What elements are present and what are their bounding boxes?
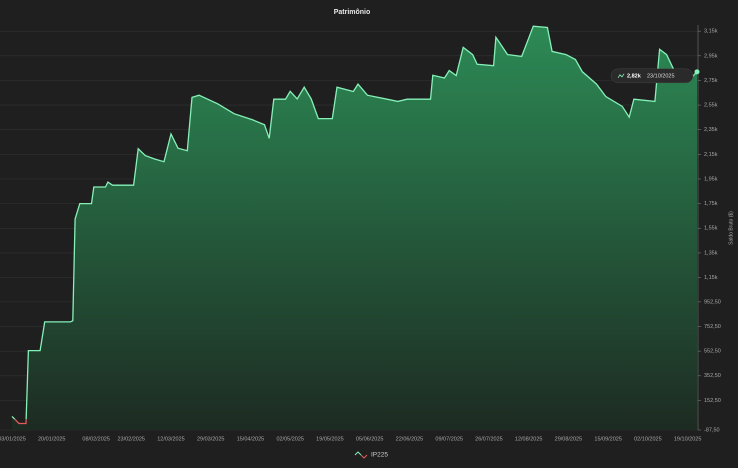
- y-tick-label: 952,50: [704, 299, 721, 305]
- y-tick-label: 352,50: [704, 373, 721, 379]
- line: [11, 25, 698, 420]
- y-tick-label: 2,75k: [704, 78, 718, 84]
- y-axis-label: Saldo Bruto ($): [728, 211, 734, 245]
- x-tick-label: 05/06/2025: [356, 436, 384, 442]
- y-tick-label: 552,50: [704, 349, 721, 355]
- y-tick-label: 2,35k: [704, 127, 718, 133]
- hover-point: [694, 69, 700, 75]
- y-tick-label: 2,55k: [704, 103, 718, 109]
- x-tick-label: 08/02/2025: [82, 436, 110, 442]
- y-tick-label: 1,35k: [704, 250, 718, 256]
- y-tick-label: 152,50: [704, 398, 721, 404]
- y-tick-label: 1,15k: [704, 275, 718, 281]
- x-tick-label: 29/03/2025: [197, 436, 225, 442]
- chart-title: Patrimônio: [334, 9, 371, 16]
- tooltip-date: 23/10/2025: [647, 73, 675, 79]
- y-tick-label: 2,15k: [704, 152, 718, 158]
- x-tick-label: 20/01/2025: [38, 436, 66, 442]
- y-tick-label: 3,15k: [704, 29, 718, 35]
- legend-label: IP225: [371, 452, 388, 459]
- x-tick-label: 12/03/2025: [157, 436, 185, 442]
- area: [12, 26, 697, 430]
- x-tick-label: 03/01/2025: [0, 436, 26, 442]
- y-tick-label: 1,55k: [704, 226, 718, 232]
- y-tick-label: 1,75k: [704, 201, 718, 207]
- x-tick-label: 12/08/2025: [515, 436, 543, 442]
- tooltip: [610, 68, 694, 84]
- x-tick-label: 29/08/2025: [555, 436, 583, 442]
- x-tick-label: 19/05/2025: [316, 436, 344, 442]
- x-tick-label: 23/02/2025: [117, 436, 145, 442]
- y-tick-label: 2,95k: [704, 53, 718, 59]
- y-tick-label: -87,50: [704, 427, 720, 433]
- legend-icon: [354, 451, 362, 456]
- legend-icon: [360, 454, 368, 459]
- x-tick-label: 26/07/2025: [475, 436, 503, 442]
- x-tick-label: 02/05/2025: [276, 436, 304, 442]
- y-tick-label: 752,50: [704, 324, 721, 330]
- tooltip-icon: [617, 73, 625, 79]
- x-tick-label: 09/07/2025: [435, 436, 463, 442]
- x-tick-label: 19/10/2025: [674, 436, 702, 442]
- x-tick-label: 22/06/2025: [396, 436, 424, 442]
- x-tick-label: 15/04/2025: [237, 436, 265, 442]
- x-tick-label: 15/09/2025: [594, 436, 622, 442]
- x-tick-label: 02/10/2025: [634, 436, 662, 442]
- tooltip-value: 2,82k: [627, 73, 642, 79]
- y-tick-label: 1,95k: [704, 176, 718, 182]
